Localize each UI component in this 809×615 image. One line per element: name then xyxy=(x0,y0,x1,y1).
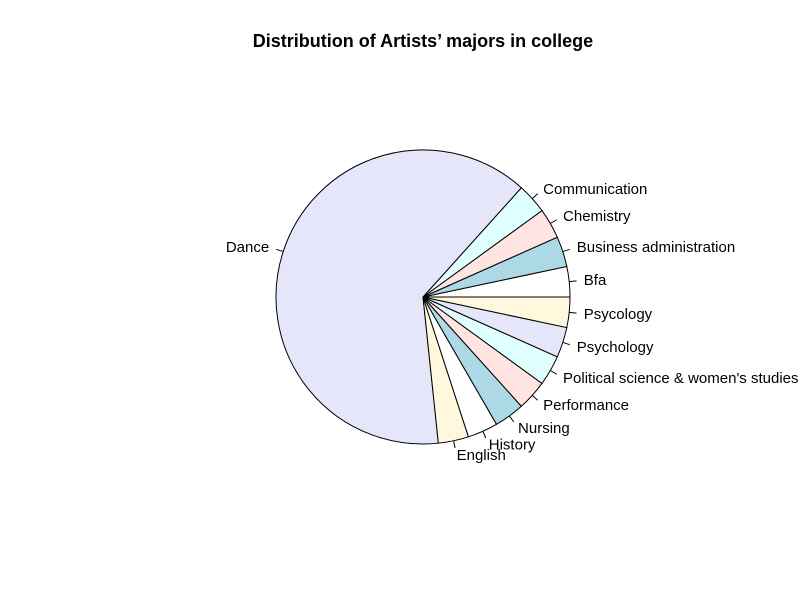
slice-label-psychology: Psychology xyxy=(577,339,654,356)
leader-line-nursing xyxy=(508,415,515,423)
leader-line-political-science-women-s-studies xyxy=(550,370,557,375)
slice-label-performance: Performance xyxy=(543,397,629,414)
slice-label-psycology: Psycology xyxy=(584,306,653,323)
leader-line-english xyxy=(453,440,456,449)
leader-line-history xyxy=(482,431,487,439)
slice-label-english: English xyxy=(457,447,506,464)
slice-label-bfa: Bfa xyxy=(584,272,607,289)
leader-line-psychology xyxy=(562,341,570,346)
leader-line-business-administration xyxy=(562,248,570,253)
slice-label-dance: Dance xyxy=(226,239,269,256)
leader-line-communication xyxy=(531,193,539,200)
slice-label-political-science-women-s-studies: Political science & women's studies xyxy=(563,370,798,387)
slice-label-business-administration: Business administration xyxy=(577,239,735,256)
leader-line-bfa xyxy=(569,280,577,283)
leader-line-dance xyxy=(276,248,284,253)
slice-label-chemistry: Chemistry xyxy=(563,208,631,225)
pie-labels: Bfa Business administration Chemistry Commu… xyxy=(226,181,799,464)
leader-line-psycology xyxy=(569,311,577,314)
pie-leader-lines xyxy=(276,193,577,449)
chart-title: Distribution of Artists’ majors in colle… xyxy=(253,31,593,51)
slice-label-history: History xyxy=(489,437,536,454)
leader-line-performance xyxy=(531,394,539,401)
slice-label-communication: Communication xyxy=(543,181,647,198)
pie-slices xyxy=(275,149,571,445)
leader-line-chemistry xyxy=(550,219,557,224)
slice-label-nursing: Nursing xyxy=(518,420,570,437)
